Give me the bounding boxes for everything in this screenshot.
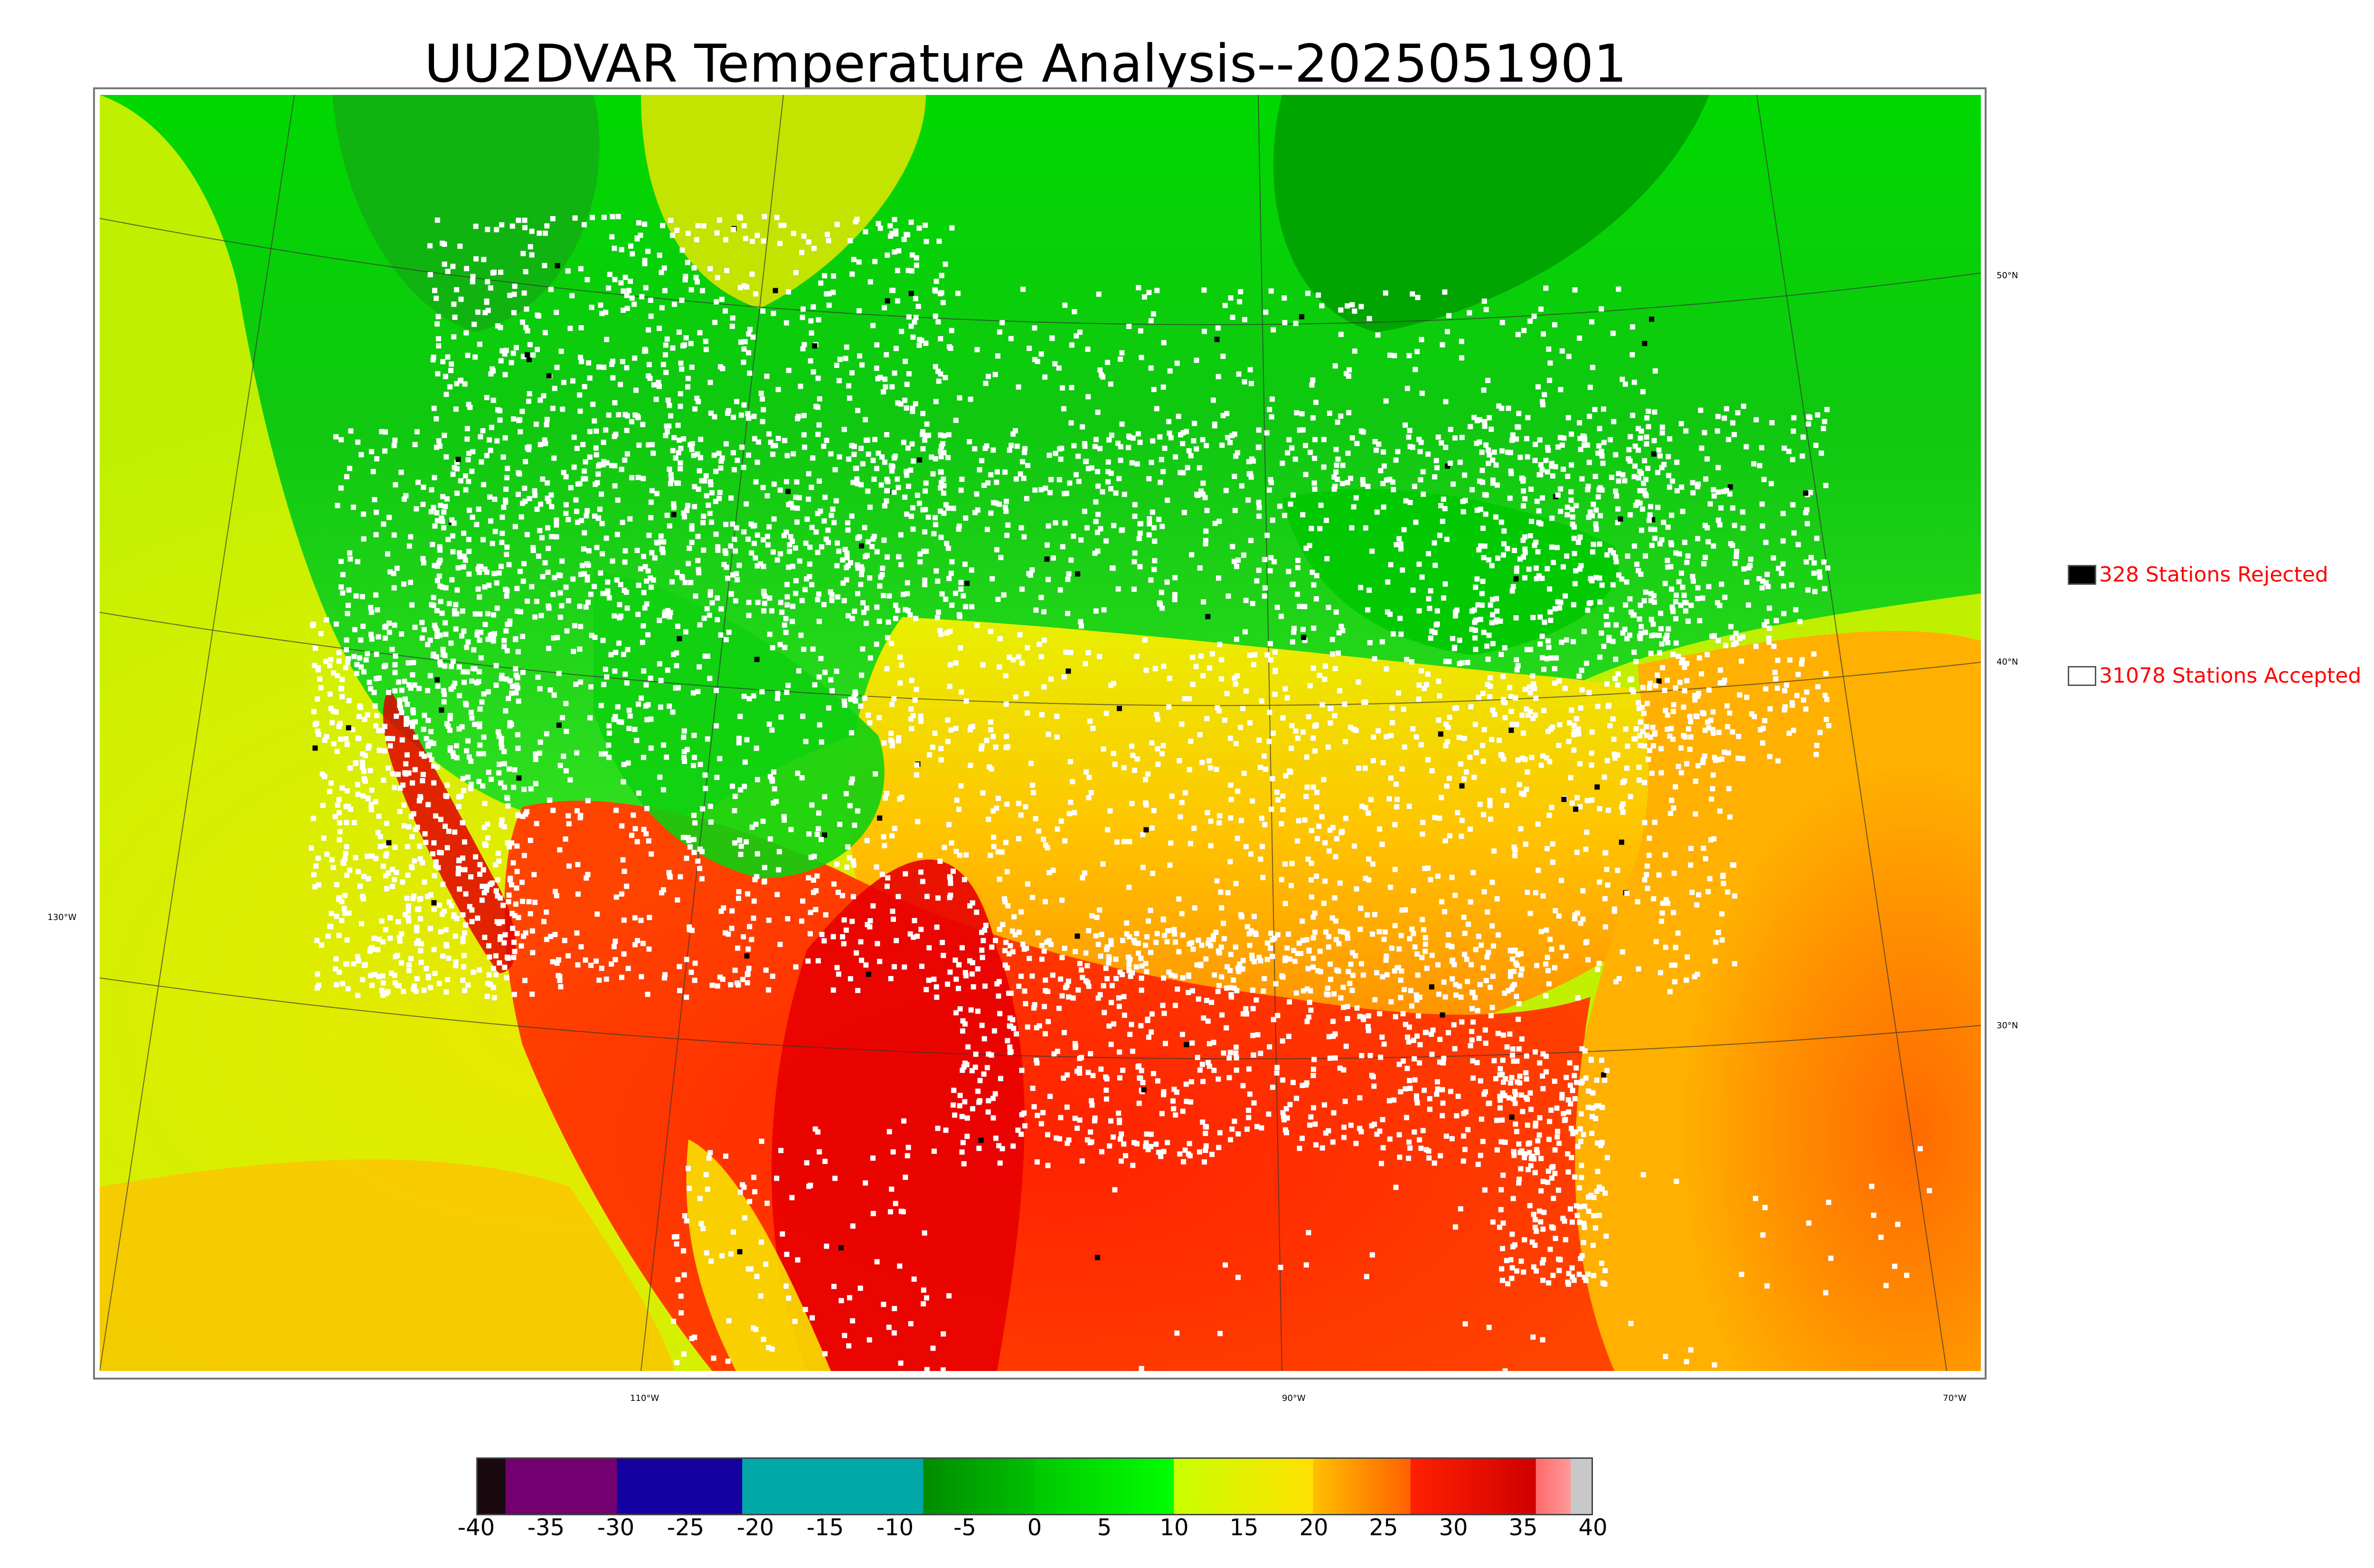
colorbar-segment bbox=[1174, 1459, 1313, 1514]
map-title: UU2DVAR Temperature Analysis--2025051901 bbox=[424, 33, 1627, 94]
legend-accepted: 31078 Stations Accepted bbox=[2068, 664, 2361, 688]
lat-label-40n: 40°N bbox=[1997, 657, 2018, 667]
colorbar-tick-label: -10 bbox=[876, 1514, 914, 1541]
colorbar-segment bbox=[1410, 1459, 1536, 1514]
colorbar-segment bbox=[742, 1459, 923, 1514]
legend-rejected-label: 328 Stations Rejected bbox=[2099, 563, 2328, 587]
colorbar-tick-label: -20 bbox=[736, 1514, 774, 1541]
colorbar-tick-label: 10 bbox=[1159, 1514, 1189, 1541]
lon-label-70w: 70°W bbox=[1943, 1393, 1967, 1403]
lat-label-30n: 30°N bbox=[1997, 1021, 2018, 1031]
colorbar-segment bbox=[1035, 1459, 1174, 1514]
colorbar-tick-label: -25 bbox=[667, 1514, 705, 1541]
colorbar-tick-label: 15 bbox=[1229, 1514, 1259, 1541]
station-markers bbox=[309, 214, 1932, 1371]
colorbar-tick-label: 35 bbox=[1508, 1514, 1538, 1541]
legend-accepted-swatch bbox=[2068, 666, 2096, 686]
colorbar-tick-label: 30 bbox=[1439, 1514, 1468, 1541]
lon-label-110w: 110°W bbox=[630, 1393, 659, 1403]
colorbar-segment bbox=[923, 1459, 1035, 1514]
lon-label-130w: 130°W bbox=[47, 912, 77, 922]
colorbar-tick-label: -35 bbox=[527, 1514, 565, 1541]
colorbar-tick-label: -40 bbox=[457, 1514, 495, 1541]
colorbar-segment bbox=[1571, 1459, 1592, 1514]
legend-accepted-label: 31078 Stations Accepted bbox=[2099, 664, 2362, 688]
colorbar-segment bbox=[505, 1459, 617, 1514]
colorbar-tick-label: -5 bbox=[953, 1514, 976, 1541]
colorbar-tick-label: 0 bbox=[1027, 1514, 1042, 1541]
colorbar-tick-label: 40 bbox=[1578, 1514, 1608, 1541]
legend-rejected: 328 Stations Rejected bbox=[2068, 563, 2328, 587]
colorbar-segment bbox=[1536, 1459, 1571, 1514]
colorbar bbox=[476, 1457, 1593, 1515]
colorbar-tick-label: -15 bbox=[806, 1514, 844, 1541]
lat-label-50n: 50°N bbox=[1997, 271, 2018, 281]
colorbar-tick-label: 20 bbox=[1299, 1514, 1328, 1541]
colorbar-segment bbox=[617, 1459, 743, 1514]
legend-rejected-swatch bbox=[2068, 564, 2096, 585]
colorbar-tick-label: -30 bbox=[597, 1514, 635, 1541]
colorbar-segment bbox=[478, 1459, 506, 1514]
colorbar-tick-label: 25 bbox=[1369, 1514, 1398, 1541]
colorbar-segment bbox=[1313, 1459, 1411, 1514]
lon-label-90w: 90°W bbox=[1282, 1393, 1306, 1403]
colorbar-tick-label: 5 bbox=[1097, 1514, 1112, 1541]
